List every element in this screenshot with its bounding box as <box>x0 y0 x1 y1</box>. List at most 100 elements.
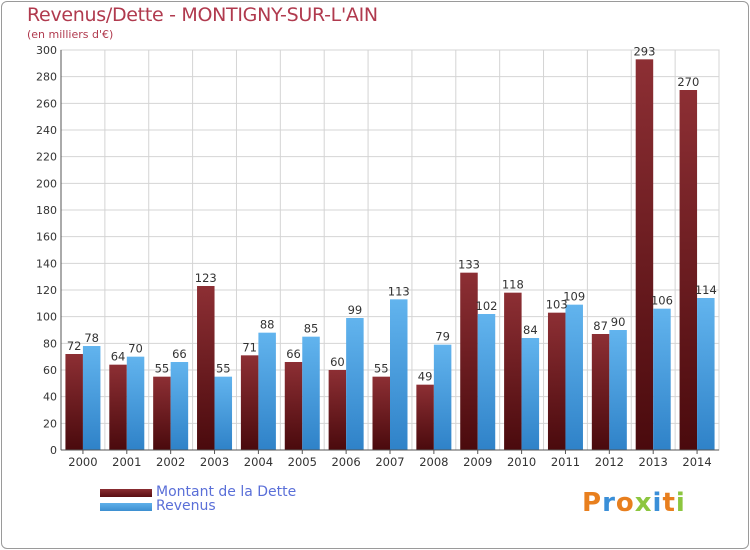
logo-letter: P <box>582 488 603 518</box>
x-tick-label: 2004 <box>244 455 273 469</box>
logo-letter: i <box>675 488 686 518</box>
bar-revenus <box>609 330 627 450</box>
data-label: 79 <box>435 330 450 344</box>
data-label: 55 <box>155 362 170 376</box>
y-tick-label: 140 <box>36 257 57 270</box>
bar-revenus <box>653 308 671 450</box>
y-tick-label: 80 <box>43 337 57 350</box>
data-label: 114 <box>695 283 717 297</box>
bar-revenus <box>302 336 320 450</box>
data-label: 49 <box>418 370 433 384</box>
y-tick-label: 0 <box>50 444 57 457</box>
logo-letter: x <box>634 488 653 518</box>
y-tick-label: 120 <box>36 284 57 297</box>
data-label: 87 <box>593 319 608 333</box>
chart-subtitle: (en milliers d'€) <box>27 28 114 41</box>
y-tick-label: 60 <box>43 364 57 377</box>
y-tick-label: 220 <box>36 151 57 164</box>
bars <box>65 59 715 450</box>
bar-revenus <box>521 338 540 450</box>
x-tick-label: 2010 <box>507 455 536 469</box>
data-label: 84 <box>523 323 538 337</box>
data-label: 106 <box>651 294 673 308</box>
x-tick-label: 2000 <box>68 455 97 469</box>
data-label: 55 <box>216 362 231 376</box>
data-label: 118 <box>502 278 524 292</box>
data-label: 66 <box>286 347 301 361</box>
data-label: 102 <box>476 299 498 313</box>
bar-dette <box>109 364 127 450</box>
bar-revenus <box>214 376 233 450</box>
logo-letter: o <box>615 488 635 518</box>
y-tick-label: 160 <box>36 231 57 244</box>
data-labels: 7278647055661235571886685609955113497913… <box>67 44 717 383</box>
y-tick-label: 240 <box>36 124 57 137</box>
bar-dette <box>547 312 566 450</box>
bar-dette <box>635 59 654 450</box>
y-tick-label: 20 <box>43 417 57 430</box>
y-tick-label: 260 <box>36 97 57 110</box>
x-tick-label: 2008 <box>419 455 448 469</box>
data-label: 109 <box>563 290 585 304</box>
bar-dette <box>240 355 259 450</box>
y-tick-label: 180 <box>36 204 57 217</box>
data-label: 123 <box>195 271 217 285</box>
legend-label-dette: Montant de la Dette <box>156 484 297 500</box>
bar-dette <box>328 370 347 450</box>
logo-letter: i <box>652 488 663 518</box>
data-label: 55 <box>374 362 389 376</box>
data-label: 70 <box>128 342 143 356</box>
bar-revenus <box>170 362 189 450</box>
data-label: 113 <box>388 284 410 298</box>
bar-dette <box>416 384 434 450</box>
y-tick-label: 300 <box>36 44 57 57</box>
bar-revenus <box>697 298 715 450</box>
y-tick-label: 280 <box>36 71 57 84</box>
logo-letter: t <box>662 488 676 518</box>
legend-swatch-dette <box>100 489 152 497</box>
data-label: 85 <box>304 322 319 336</box>
bar-revenus <box>565 304 583 450</box>
data-label: 66 <box>172 347 187 361</box>
data-label: 60 <box>330 355 345 369</box>
data-label: 270 <box>677 75 699 89</box>
data-label: 72 <box>67 339 82 353</box>
data-label: 103 <box>546 298 568 312</box>
bar-dette <box>504 292 522 450</box>
data-label: 64 <box>111 350 126 364</box>
y-tick-label: 100 <box>36 311 57 324</box>
bar-revenus <box>390 299 408 450</box>
data-label: 88 <box>260 318 275 332</box>
logo-letter: r <box>602 488 616 518</box>
x-tick-label: 2011 <box>551 455 580 469</box>
bar-revenus <box>477 314 496 450</box>
x-tick-label: 2002 <box>156 455 185 469</box>
bar-revenus <box>82 346 101 450</box>
bar-dette <box>460 272 478 450</box>
bar-dette <box>591 334 610 450</box>
x-tick-label: 2007 <box>375 455 404 469</box>
y-tick-label: 200 <box>36 177 57 190</box>
legend-swatch-revenus <box>100 503 152 511</box>
x-tick-label: 2003 <box>200 455 229 469</box>
data-label: 71 <box>242 340 257 354</box>
data-label: 99 <box>348 303 363 317</box>
x-tick-label: 2013 <box>639 455 668 469</box>
bar-dette <box>372 376 390 450</box>
bar-dette <box>153 376 171 450</box>
bar-revenus <box>258 332 276 450</box>
bar-revenus <box>126 356 145 450</box>
axes: 0 20 40 60 80 100 120 140 160 180 200 220 240 260 280 3… <box>36 44 719 469</box>
proxiti-logo: Proxiti <box>582 488 686 518</box>
x-tick-label: 2009 <box>463 455 492 469</box>
y-tick-label: 40 <box>43 391 57 404</box>
legend-label-revenus: Revenus <box>156 498 216 514</box>
data-label: 293 <box>633 44 655 58</box>
x-tick-label: 2012 <box>595 455 624 469</box>
data-label: 133 <box>458 258 480 272</box>
data-label: 78 <box>84 331 99 345</box>
bar-revenus <box>346 318 364 450</box>
bar-revenus <box>433 344 452 450</box>
x-tick-label: 2006 <box>331 455 360 469</box>
